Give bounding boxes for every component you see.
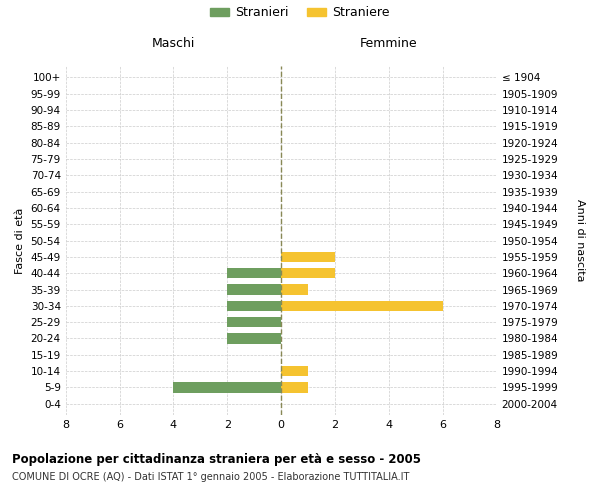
Y-axis label: Anni di nascita: Anni di nascita	[575, 200, 585, 282]
Bar	[281, 268, 335, 278]
Bar	[281, 252, 335, 262]
Text: COMUNE DI OCRE (AQ) - Dati ISTAT 1° gennaio 2005 - Elaborazione TUTTITALIA.IT: COMUNE DI OCRE (AQ) - Dati ISTAT 1° genn…	[12, 472, 409, 482]
Bar	[281, 382, 308, 392]
Y-axis label: Fasce di età: Fasce di età	[15, 208, 25, 274]
Text: Femmine: Femmine	[360, 36, 418, 50]
Bar	[227, 317, 281, 328]
Bar	[227, 284, 281, 295]
Bar	[173, 382, 281, 392]
Text: Popolazione per cittadinanza straniera per età e sesso - 2005: Popolazione per cittadinanza straniera p…	[12, 452, 421, 466]
Bar	[281, 366, 308, 376]
Bar	[281, 284, 308, 295]
Legend: Stranieri, Straniere: Stranieri, Straniere	[205, 1, 395, 24]
Text: Maschi: Maschi	[152, 36, 195, 50]
Bar	[227, 333, 281, 344]
Bar	[227, 300, 281, 311]
Bar	[281, 300, 443, 311]
Bar	[227, 268, 281, 278]
